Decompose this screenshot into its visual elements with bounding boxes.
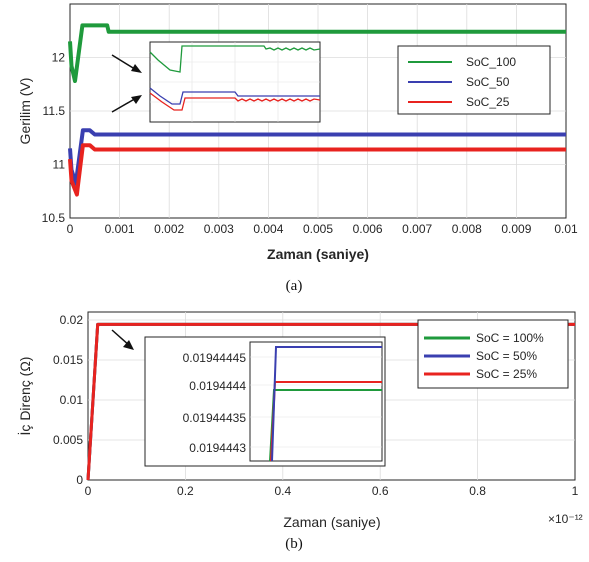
panel-b: 0 0.2 0.4 0.6 0.8 1 0 0.005 0.01 0.015 0.02 0.019… <box>16 311 583 552</box>
inset-b-blue-line <box>271 346 382 462</box>
inset-b: 0.01944445 0.0194444 0.01944435 0.0194443 <box>144 336 386 467</box>
legend-a-label: SoC_100 <box>466 55 516 69</box>
series-line <box>68 23 566 83</box>
x-tick-label: 0.8 <box>469 484 486 498</box>
inset-a-blue-line <box>149 87 320 105</box>
x-ticks-b: 0 0.2 0.4 0.6 0.8 1 <box>85 484 579 498</box>
legend-b: SoC = 100% SoC = 50% SoC = 25% <box>417 319 569 389</box>
caption-b: (b) <box>285 536 303 552</box>
legend-a: SoC_100 SoC_50 SoC_25 <box>397 45 551 115</box>
x-axis-label-a: Zaman (saniye) <box>267 246 369 262</box>
x-exponent-b: ×10⁻¹² <box>548 512 583 526</box>
y-ticks-b: 0 0.005 0.01 0.015 0.02 <box>53 313 83 487</box>
x-tick-label: 0.004 <box>253 222 283 236</box>
x-tick-label: 0.006 <box>353 222 383 236</box>
inset-a-green-line <box>149 45 321 73</box>
series-group-a <box>68 23 566 197</box>
y-axis-label-a: Gerilim (V) <box>17 78 33 145</box>
y-tick-label: 0 <box>76 473 83 487</box>
inset-b-tick-label: 0.01944435 <box>183 411 247 425</box>
y-tick-label: 0.005 <box>53 433 83 447</box>
y-tick-label: 0.015 <box>53 353 83 367</box>
y-axis-label-b: İç Direnç (Ω) <box>16 357 33 436</box>
x-tick-label: 0.008 <box>452 222 482 236</box>
series-line <box>68 143 566 197</box>
inset-a <box>149 41 321 123</box>
y-ticks-a: 10.5 11 11.5 12 <box>42 51 66 226</box>
legend-a-label: SoC_50 <box>466 75 510 89</box>
x-tick-label: 0.2 <box>177 484 194 498</box>
x-tick-label: 1 <box>572 484 579 498</box>
legend-b-label: SoC = 25% <box>476 367 537 381</box>
legend-a-label: SoC_25 <box>466 95 510 109</box>
inset-b-plot <box>249 341 383 462</box>
arrow-a-top <box>111 54 142 73</box>
x-tick-label: 0.009 <box>501 222 531 236</box>
legend-b-label: SoC = 100% <box>476 331 544 345</box>
x-tick-label: 0.003 <box>204 222 234 236</box>
inset-b-tick-label: 0.0194444 <box>189 379 246 393</box>
inset-a-red-line <box>149 92 321 111</box>
y-tick-label: 10.5 <box>42 211 66 225</box>
x-tick-label: 0.005 <box>303 222 333 236</box>
inset-b-ticks: 0.01944445 0.0194444 0.01944435 0.0194443 <box>183 351 247 455</box>
series-group-b <box>86 322 575 481</box>
x-tick-label: 0 <box>67 222 74 236</box>
arrow-a-bottom <box>111 95 142 113</box>
caption-a: (a) <box>286 278 303 294</box>
panel-a: 0 0.001 0.002 0.003 0.004 0.005 0.006 0.007 0.00… <box>17 3 578 294</box>
inset-b-tick-label: 0.01944445 <box>183 351 247 365</box>
x-tick-label: 0.002 <box>154 222 184 236</box>
x-ticks-a: 0 0.001 0.002 0.003 0.004 0.005 0.006 0.007 0.00… <box>67 222 578 236</box>
x-tick-label: 0.6 <box>372 484 389 498</box>
y-tick-label: 11 <box>53 158 66 172</box>
inset-b-tick-label: 0.0194443 <box>189 441 246 455</box>
x-tick-label: 0.01 <box>554 222 578 236</box>
legend-b-box <box>417 319 569 389</box>
y-tick-label: 0.02 <box>60 313 84 327</box>
y-tick-label: 11.5 <box>43 104 66 118</box>
y-tick-label: 0.01 <box>60 393 84 407</box>
y-tick-label: 12 <box>52 51 66 65</box>
x-axis-label-b: Zaman (saniye) <box>283 514 380 530</box>
series-line <box>86 322 575 481</box>
arrow-b <box>111 329 134 350</box>
x-tick-label: 0.4 <box>274 484 291 498</box>
legend-b-label: SoC = 50% <box>476 349 537 363</box>
x-tick-label: 0 <box>85 484 92 498</box>
x-tick-label: 0.007 <box>402 222 432 236</box>
x-tick-label: 0.001 <box>105 222 135 236</box>
